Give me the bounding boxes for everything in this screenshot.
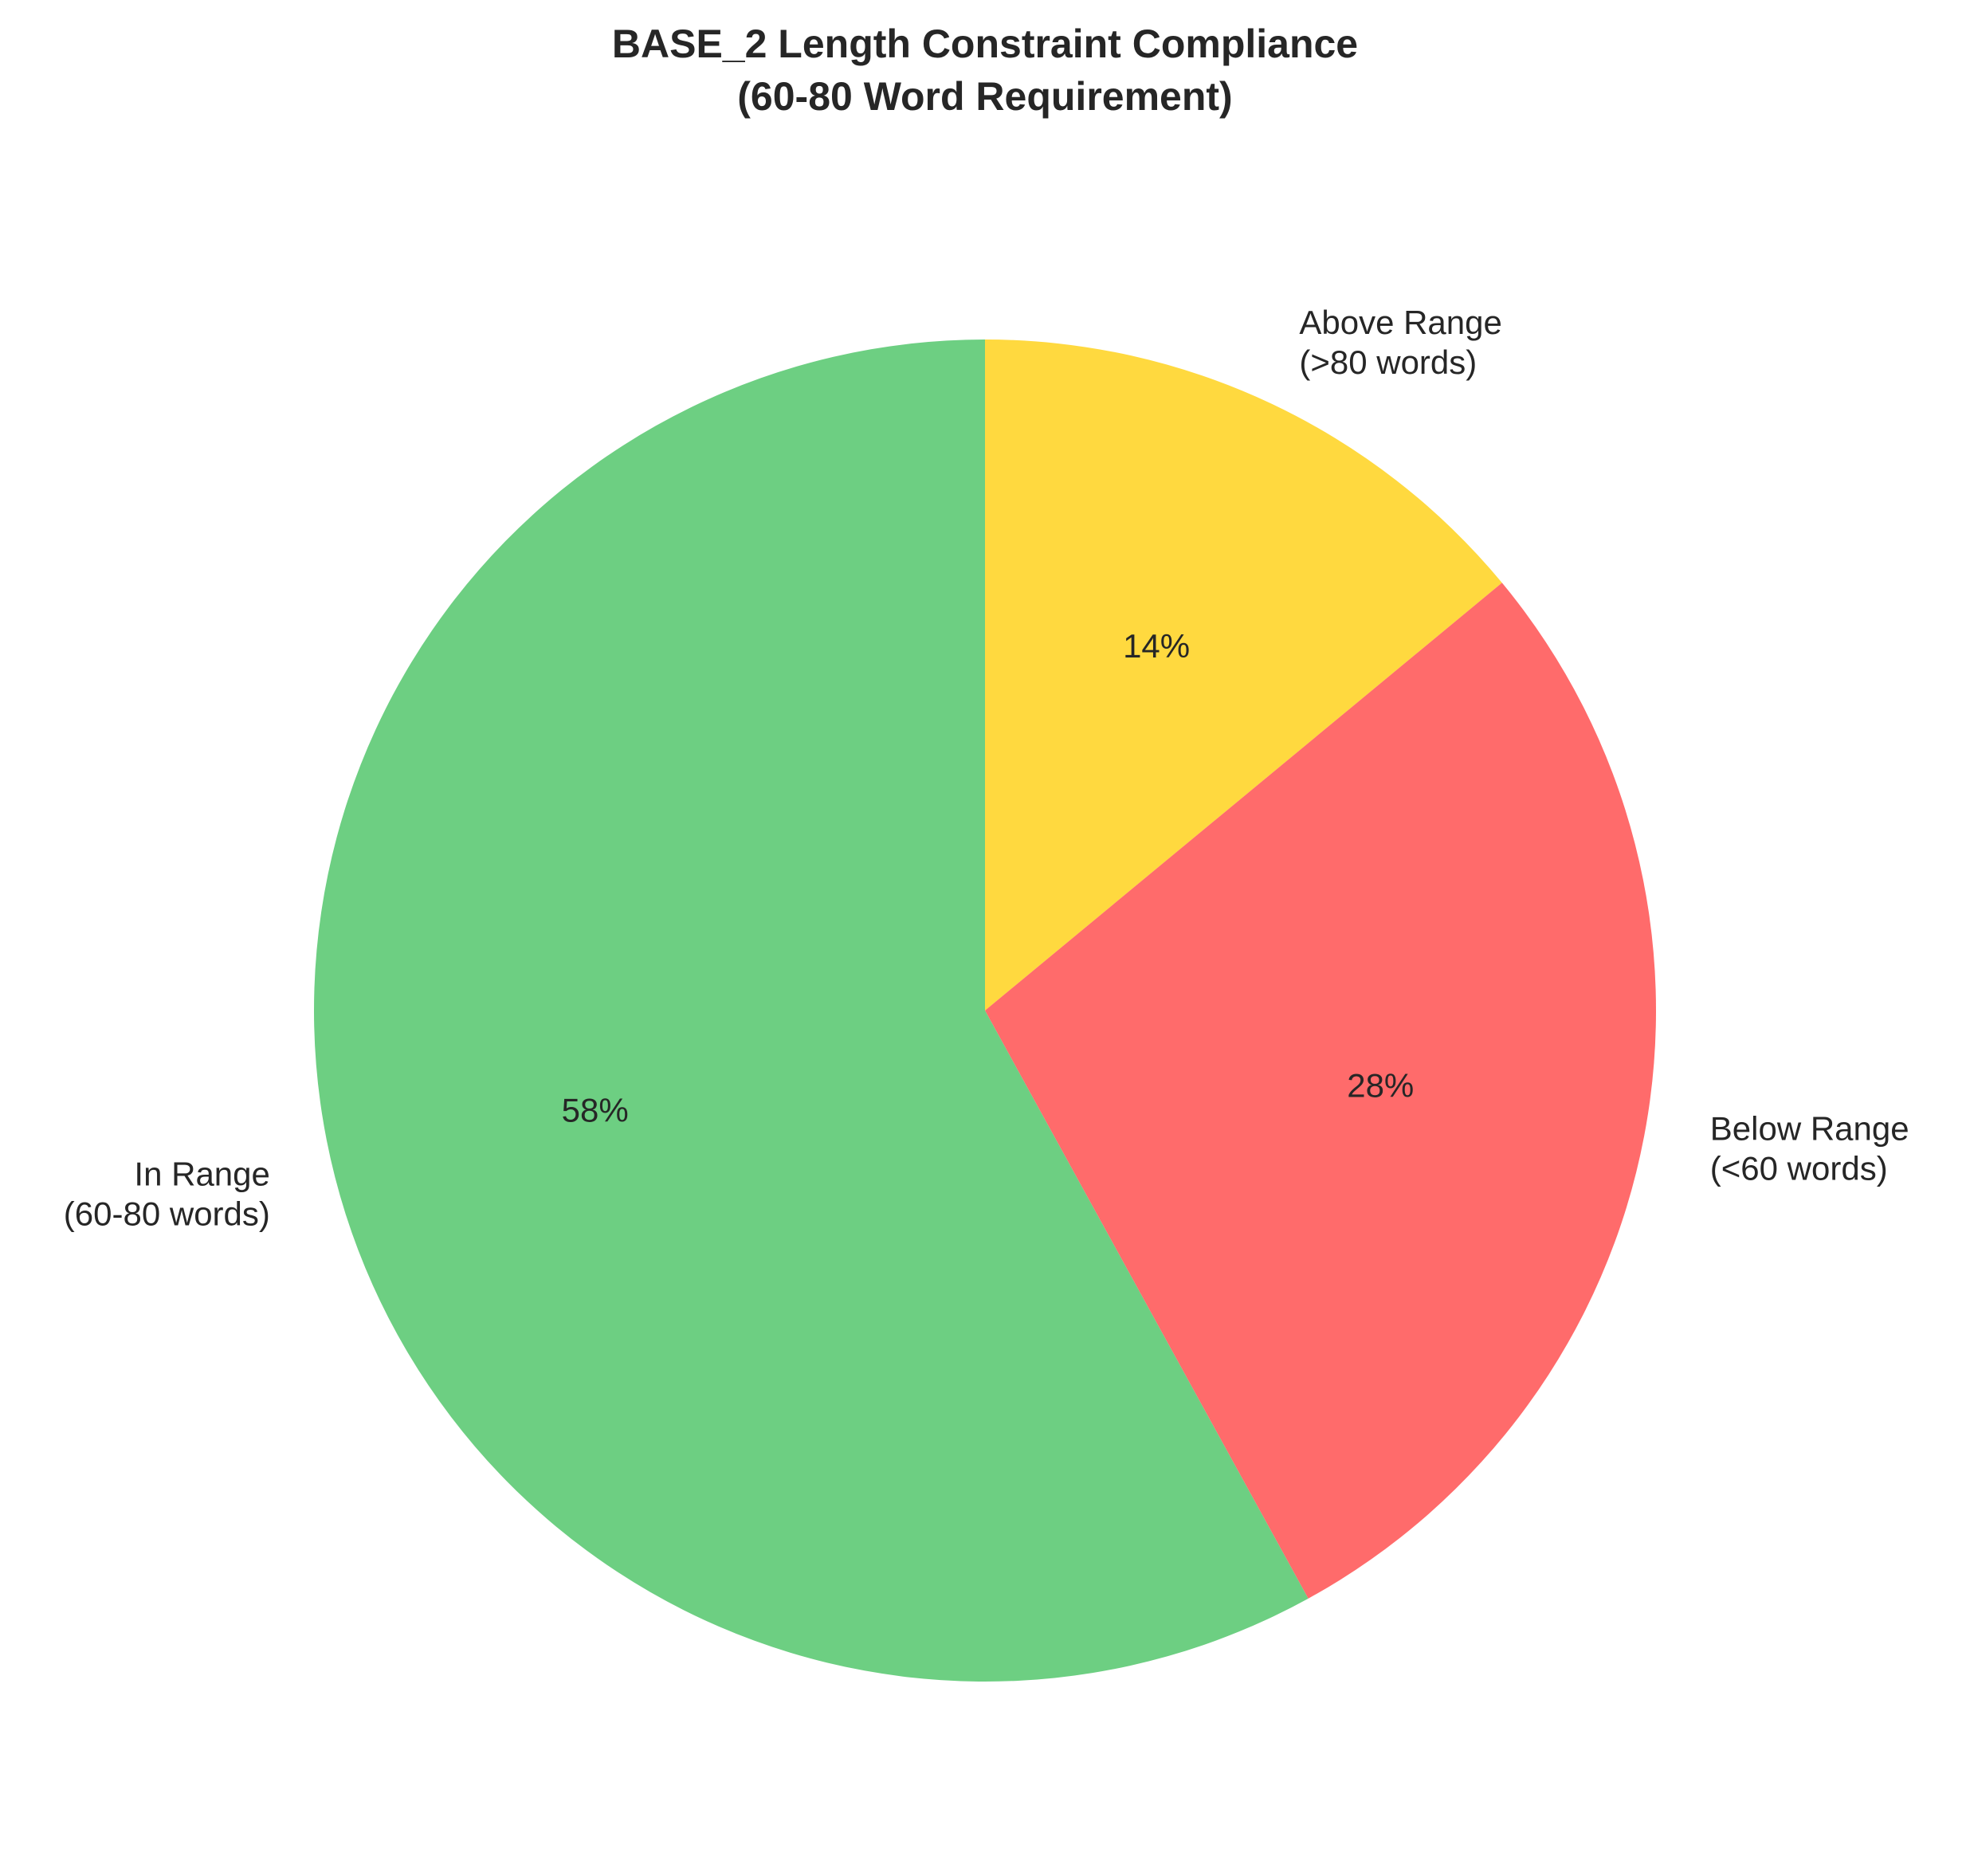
chart-subtitle: (60-80 Word Requirement) [737,74,1232,119]
pie-slice-above-range [985,339,1502,1011]
pie-percent-label: 28% [1347,1067,1414,1105]
pie-slices [314,339,1657,1682]
pie-slice-below-range [985,583,1657,1599]
pie-category-label: In Range [134,1155,269,1192]
pie-slice-in-range [314,339,1309,1682]
pie-category-label: Below Range [1710,1110,1909,1148]
pie-percent-label: 14% [1123,627,1190,665]
pie-category-labels: Above Range(>80 words) Below Range(<60 wo… [64,304,1909,1232]
pie-category-sublabel: (60-80 words) [64,1195,270,1232]
pie-percent-labels: 14% 28% 58% [562,627,1415,1129]
pie-category-label: Above Range [1299,304,1502,341]
pie-category-sublabel: (>80 words) [1299,343,1477,381]
pie-percent-label: 58% [562,1092,629,1129]
pie-category-sublabel: (<60 words) [1710,1150,1888,1187]
chart-title: BASE_2 Length Constraint Compliance [612,22,1358,66]
